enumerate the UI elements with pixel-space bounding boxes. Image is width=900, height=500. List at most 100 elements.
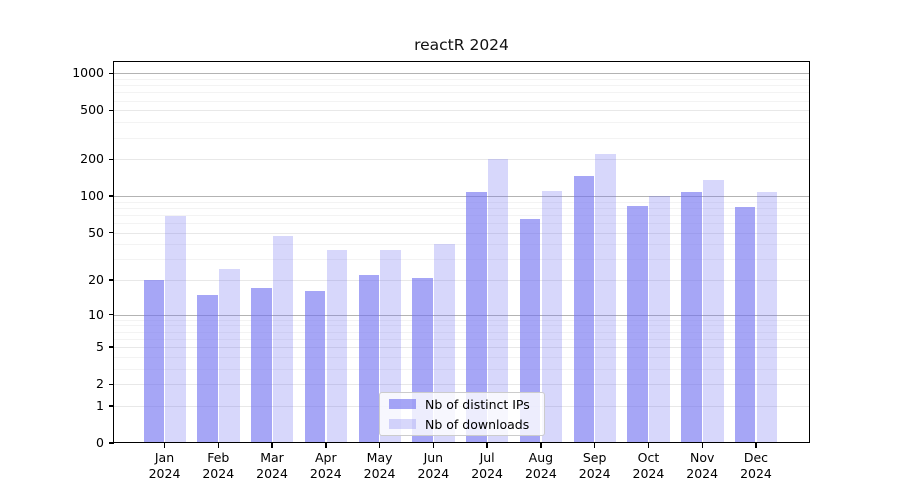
- legend-label-downloads: Nb of downloads: [425, 416, 530, 432]
- minor-gridline: [113, 331, 810, 333]
- y-tick-label: 500: [80, 102, 104, 118]
- minor-gridline: [113, 259, 810, 261]
- x-tick-year: 2024: [256, 466, 288, 481]
- gridline: [113, 347, 810, 349]
- bar-downloads-jan: [165, 216, 186, 443]
- legend: Nb of distinct IPs Nb of downloads: [379, 392, 545, 436]
- gridline: [113, 159, 810, 161]
- y-tick: [108, 442, 114, 444]
- x-tick: [593, 443, 596, 448]
- bar-downloads-dec: [756, 192, 778, 443]
- y-tick: [108, 405, 114, 407]
- y-tick-label: 50: [88, 224, 104, 240]
- y-tick-label: 2: [96, 376, 104, 392]
- bar-distinct-ips-jul: [466, 191, 487, 443]
- x-tick: [378, 443, 381, 448]
- major-gridline: [113, 196, 810, 198]
- bar-distinct-ips-may: [358, 275, 380, 443]
- legend-item-downloads: Nb of downloads: [389, 417, 535, 432]
- bar-downloads-mar: [272, 235, 294, 443]
- bar-distinct-ips-nov: [681, 191, 702, 443]
- y-tick: [108, 346, 114, 348]
- bar-distinct-ips-oct: [627, 205, 648, 443]
- legend-label-distinct-ips: Nb of distinct IPs: [425, 396, 530, 412]
- x-tick-label-dec: Dec 2024: [726, 450, 786, 482]
- y-tick-label: 5: [96, 339, 104, 355]
- x-tick-month: Jun: [423, 450, 444, 465]
- y-tick-label: 1000: [72, 65, 104, 81]
- x-tick-label-apr: Apr 2024: [296, 450, 356, 482]
- y-tick: [108, 109, 114, 112]
- x-tick-month: Mar: [260, 450, 284, 465]
- y-tick-label: 100: [80, 188, 104, 204]
- minor-gridline: [113, 201, 810, 203]
- x-tick-label-aug: Aug 2024: [511, 450, 571, 482]
- x-tick-label-mar: Mar 2024: [242, 450, 302, 482]
- bar-distinct-ips-dec: [734, 206, 756, 443]
- minor-gridline: [113, 100, 810, 102]
- x-tick-year: 2024: [148, 466, 181, 481]
- y-tick: [108, 279, 114, 281]
- x-tick-label-jan: Jan 2024: [135, 450, 195, 482]
- y-tick-label: 0: [96, 435, 104, 450]
- x-tick-month: Oct: [637, 450, 660, 465]
- x-tick-year: 2024: [632, 466, 665, 481]
- minor-gridline: [113, 356, 810, 358]
- bar-downloads-oct: [649, 196, 670, 443]
- y-tick: [108, 158, 114, 160]
- x-tick-year: 2024: [740, 466, 772, 481]
- plot-area: Nb of distinct IPs Nb of downloads: [113, 61, 810, 443]
- x-tick-year: 2024: [363, 466, 396, 481]
- x-tick-label-feb: Feb 2024: [188, 450, 248, 482]
- bar-distinct-ips-mar: [251, 288, 272, 443]
- minor-gridline: [113, 78, 810, 80]
- x-tick-month: May: [366, 450, 393, 465]
- x-tick: [755, 443, 757, 448]
- y-tick-label: 10: [88, 306, 104, 322]
- bar-downloads-feb: [219, 268, 240, 443]
- bar-distinct-ips-aug: [519, 218, 541, 443]
- x-tick: [325, 443, 327, 448]
- x-tick-month: Apr: [314, 450, 337, 465]
- major-gridline: [113, 314, 810, 316]
- x-tick-label-jul: Jul 2024: [457, 450, 517, 482]
- x-tick: [540, 443, 542, 448]
- x-tick: [486, 443, 488, 448]
- minor-gridline: [113, 319, 810, 321]
- bar-downloads-jul: [487, 159, 509, 443]
- y-tick-label: 20: [88, 272, 104, 288]
- x-tick-year: 2024: [309, 466, 342, 481]
- legend-swatch-distinct-ips: [389, 399, 416, 409]
- bar-downloads-nov: [703, 180, 724, 443]
- x-tick-month: Nov: [689, 450, 715, 465]
- x-tick-year: 2024: [686, 466, 719, 481]
- x-tick-month: Jan: [154, 450, 175, 465]
- y-tick: [108, 195, 114, 197]
- y-tick-label: 1: [96, 397, 104, 413]
- x-tick-year: 2024: [417, 466, 450, 481]
- bar-downloads-aug: [541, 190, 563, 443]
- y-tick: [108, 231, 114, 234]
- minor-gridline: [113, 368, 810, 370]
- major-gridline: [113, 73, 810, 75]
- x-tick: [271, 443, 273, 448]
- bar-downloads-sep: [595, 154, 616, 443]
- x-tick-month: Feb: [207, 450, 230, 465]
- x-tick-month: Jul: [479, 450, 495, 465]
- minor-gridline: [113, 325, 810, 327]
- minor-gridline: [113, 137, 810, 139]
- x-tick: [647, 443, 650, 448]
- x-tick-label-jun: Jun 2024: [403, 450, 463, 482]
- minor-gridline: [113, 85, 810, 87]
- x-tick-year: 2024: [471, 466, 504, 481]
- x-tick-label-sep: Sep 2024: [565, 450, 625, 482]
- gridline: [113, 280, 810, 282]
- y-tick: [108, 383, 114, 385]
- x-tick-month: Aug: [528, 450, 554, 465]
- bar-distinct-ips-sep: [573, 176, 595, 443]
- bar-downloads-apr: [326, 249, 348, 443]
- minor-gridline: [113, 244, 810, 246]
- minor-gridline: [113, 214, 810, 216]
- x-tick-year: 2024: [578, 466, 611, 481]
